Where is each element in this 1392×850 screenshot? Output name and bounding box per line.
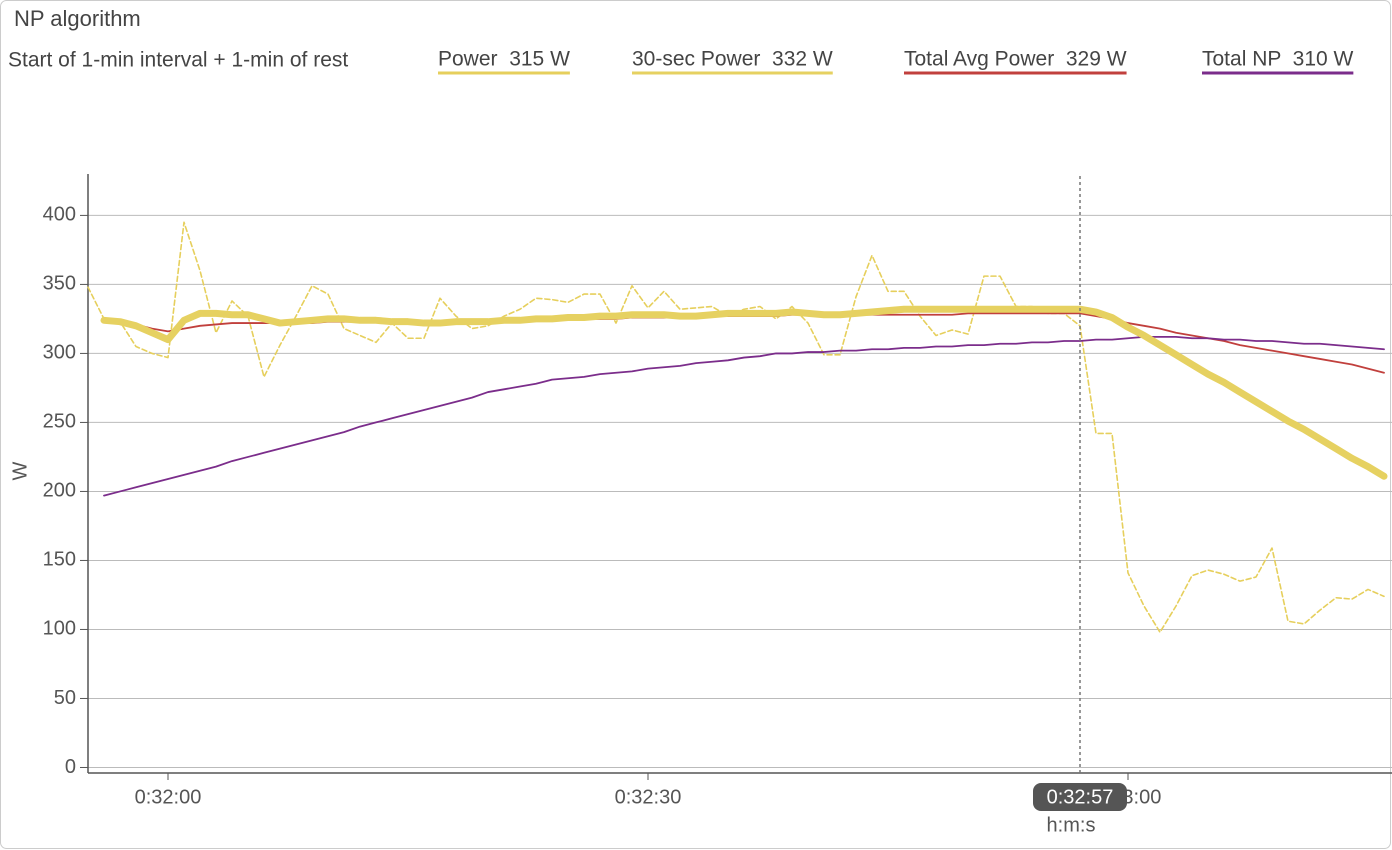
legend-label: 30-sec Power 332 W	[632, 48, 833, 71]
y-tick-label: 200	[43, 480, 76, 502]
y-tick-label: 300	[43, 342, 76, 364]
x-tick-label: 0:32:30	[615, 786, 682, 808]
x-axis-label: h:m:s	[1047, 814, 1096, 836]
y-tick-label: 400	[43, 204, 76, 226]
chart-title: NP algorithm	[14, 6, 141, 31]
legend-label: Total Avg Power 329 W	[904, 48, 1127, 71]
y-tick-label: 0	[65, 756, 76, 778]
series-line	[103, 335, 1385, 497]
legend-label: Power 315 W	[438, 48, 570, 71]
series-line	[100, 305, 1388, 480]
y-tick-label: 350	[43, 273, 76, 295]
y-tick-label: 100	[43, 618, 76, 640]
y-tick-label: 150	[43, 549, 76, 571]
y-tick-label: 250	[43, 411, 76, 433]
cursor-label-box	[1033, 783, 1127, 811]
legend-label: Total NP 310 W	[1202, 48, 1354, 71]
y-axis-label: W	[9, 461, 31, 480]
y-tick-label: 50	[54, 687, 76, 709]
x-tick-label: 0:32:00	[135, 786, 202, 808]
chart-subtitle: Start of 1-min interval + 1-min of rest	[8, 49, 348, 72]
cursor-label: 0:32:57	[1047, 786, 1114, 808]
